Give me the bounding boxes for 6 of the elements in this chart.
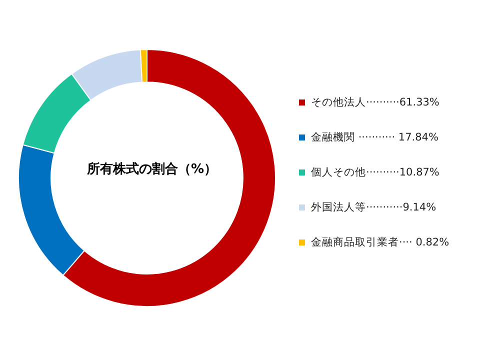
legend-label: 外国法人等···········9.14% bbox=[311, 200, 436, 214]
legend-label: 金融機関 ··········· 17.84% bbox=[311, 132, 438, 144]
legend-label: 金融商品取引業者···· 0.82% bbox=[311, 236, 450, 248]
legend-label: 個人その他··········10.87% bbox=[311, 166, 440, 178]
legend-label: その他法人··········61.33% bbox=[311, 96, 440, 108]
text: 所有株式の割合（%） bbox=[86, 161, 218, 177]
